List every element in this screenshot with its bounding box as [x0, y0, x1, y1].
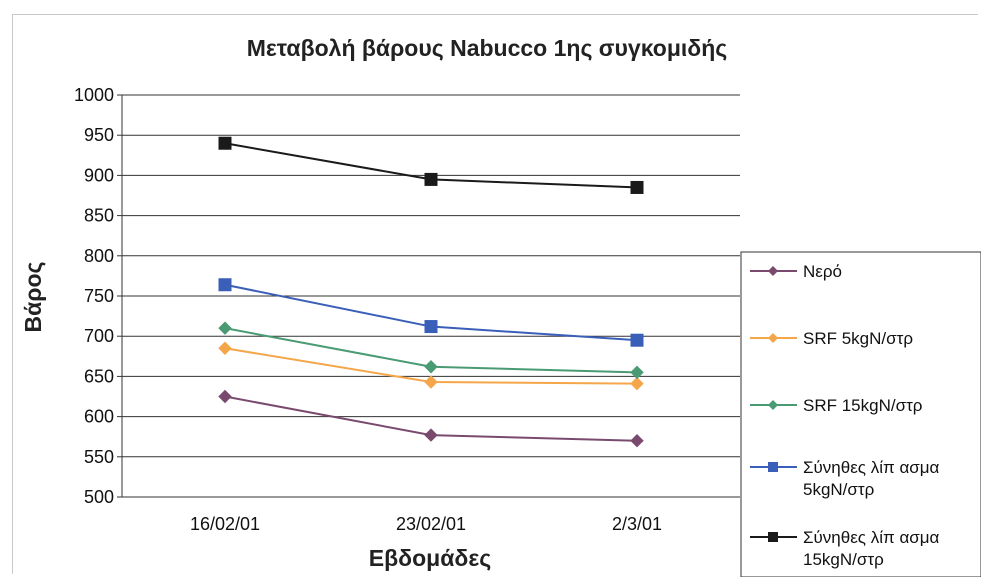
- x-axis-ticks: 16/02/01 23/02/01 2/3/01: [190, 514, 662, 534]
- grid-lines: [117, 94, 740, 498]
- x-tick-label: 23/02/01: [396, 514, 466, 534]
- legend-marker: [768, 266, 778, 276]
- chart-frame: [12, 14, 978, 574]
- series-5: [218, 136, 644, 194]
- series-2: [218, 341, 644, 391]
- data-point: [218, 278, 232, 292]
- y-tick-label: 850: [84, 206, 114, 226]
- legend-label: Σύνηθες λίπ ασμα: [803, 458, 940, 477]
- series-group: [218, 136, 644, 448]
- x-tick-label: 2/3/01: [612, 514, 662, 534]
- legend-box: [740, 251, 981, 577]
- chart-title: Μεταβολή βάρους Nabucco 1ης συγκομιδής: [247, 35, 728, 61]
- legend-marker: [768, 333, 778, 343]
- y-tick-label: 800: [84, 246, 114, 266]
- data-point: [218, 136, 232, 150]
- x-tick-label: 16/02/01: [190, 514, 260, 534]
- legend-marker: [768, 532, 778, 542]
- data-point: [218, 389, 232, 404]
- y-tick-label: 950: [84, 125, 114, 145]
- data-point: [630, 365, 644, 380]
- data-point: [630, 180, 644, 194]
- legend: Νερό SRF 5kgN/στρ SRF 15kgN/στρ Σύνηθες λίπ…: [740, 251, 981, 577]
- y-tick-label: 750: [84, 286, 114, 306]
- y-axis-ticks: 500 550 600 650 700 750 800 850 900 950 1000: [74, 85, 114, 507]
- legend-label: SRF 15kgN/στρ: [803, 396, 922, 415]
- y-tick-label: 700: [84, 326, 114, 346]
- legend-item: Σύνηθες λίπ ασμα 15kgN/στρ: [750, 528, 940, 569]
- legend-marker: [768, 462, 778, 472]
- legend-label: SRF 5kgN/στρ: [803, 329, 913, 348]
- y-tick-label: 600: [84, 407, 114, 427]
- series-1: [218, 389, 644, 448]
- data-point: [630, 333, 644, 347]
- x-axis-title: Εβδομάδες: [369, 545, 491, 571]
- legend-item: SRF 15kgN/στρ: [750, 396, 922, 415]
- data-point: [630, 434, 644, 448]
- data-point: [630, 376, 644, 391]
- legend-label: Νερό: [803, 262, 842, 281]
- legend-item: Νερό: [750, 262, 842, 281]
- data-point: [424, 428, 438, 442]
- legend-marker: [768, 400, 778, 410]
- legend-label: 15kgN/στρ: [803, 550, 884, 569]
- legend-label: Σύνηθες λίπ ασμα: [803, 528, 940, 547]
- y-tick-label: 1000: [74, 85, 114, 105]
- series-3: [218, 321, 644, 380]
- legend-item: Σύνηθες λίπ ασμα 5kgN/στρ: [750, 458, 940, 499]
- data-point: [424, 172, 438, 186]
- data-point: [218, 321, 232, 335]
- y-tick-label: 900: [84, 165, 114, 185]
- y-tick-label: 500: [84, 487, 114, 507]
- data-point: [424, 320, 438, 334]
- y-axis-title: Βάρος: [20, 261, 46, 332]
- data-point: [424, 360, 438, 374]
- y-tick-label: 550: [84, 447, 114, 467]
- legend-label: 5kgN/στρ: [803, 480, 874, 499]
- data-point: [218, 341, 232, 355]
- legend-item: SRF 5kgN/στρ: [750, 329, 913, 348]
- y-tick-label: 650: [84, 366, 114, 386]
- series-4: [218, 278, 644, 347]
- data-point: [424, 375, 438, 389]
